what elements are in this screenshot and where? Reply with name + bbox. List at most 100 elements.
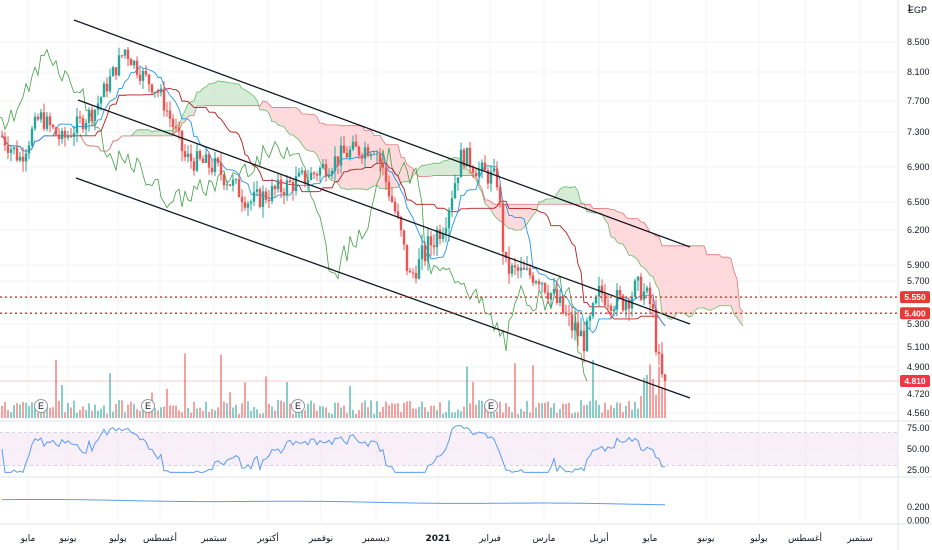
cloud-slice: [698, 245, 701, 309]
cloud-slice: [245, 89, 248, 106]
candle-body: [234, 179, 238, 181]
time-tick-10: مارس: [533, 534, 556, 544]
candle-body: [117, 55, 121, 76]
price-tick-0: 8.500: [907, 37, 930, 47]
candle-body: [390, 196, 394, 202]
volume-bar: [184, 353, 186, 418]
volume-bar: [115, 403, 117, 418]
candle-body: [489, 171, 493, 184]
candle-body: [33, 116, 37, 129]
volume-bar: [526, 401, 528, 418]
time-tick-1: يونيو: [58, 534, 77, 544]
candle-body: [432, 245, 436, 248]
volume-bar: [493, 412, 495, 418]
volume-bar: [652, 378, 654, 418]
volume-bar: [145, 409, 147, 418]
time-tick-4: سبتمبر: [200, 534, 227, 544]
cloud-slice: [236, 84, 239, 106]
earnings-label-3: E: [488, 401, 494, 411]
leading-span-b: [79, 100, 744, 313]
volume-bars: [1, 353, 666, 418]
candle-body: [183, 151, 187, 158]
time-axis[interactable]: مايو يونيو يوليو أغسطس سبتمبر أكتوبر نوفمبر ديس…: [20, 532, 873, 544]
volume-bar: [382, 406, 384, 418]
time-tick-12: مايو: [642, 534, 658, 544]
cloud-slice: [686, 245, 689, 318]
candle-body: [90, 109, 94, 122]
time-tick-2: يوليو: [108, 534, 127, 544]
volume-bar: [271, 406, 273, 418]
candle-body: [618, 290, 622, 296]
candle-body: [15, 147, 19, 161]
cloud-slice: [266, 101, 269, 114]
volume-bar: [37, 412, 39, 418]
candle-body: [660, 353, 664, 375]
volume-bar: [1, 405, 3, 418]
cloud-slice: [539, 201, 542, 205]
volume-bar: [514, 363, 516, 418]
volume-bar: [412, 408, 414, 418]
volume-bar: [571, 413, 573, 418]
cloud-slice: [392, 144, 395, 188]
volume-bar: [664, 387, 666, 418]
volume-bar: [604, 402, 606, 418]
earnings-marker-3: [484, 399, 498, 413]
volume-bar: [565, 403, 567, 418]
candle-body: [657, 352, 661, 354]
volume-bar: [397, 403, 399, 418]
volume-bar: [193, 401, 195, 418]
cloud-slice: [134, 129, 137, 136]
candle-body: [333, 156, 337, 172]
candle-body: [486, 170, 490, 184]
candle-body: [447, 210, 451, 229]
cloud-slice: [617, 211, 620, 244]
candle-body: [519, 267, 523, 271]
volume-bar: [361, 402, 363, 418]
candle-body: [63, 130, 67, 138]
candle-body: [255, 189, 259, 192]
cloud-slice: [629, 218, 632, 256]
volume-bar: [61, 385, 63, 418]
candle-body: [621, 295, 625, 311]
candle-body: [414, 273, 418, 279]
volume-bar: [655, 394, 657, 418]
candle-body: [336, 156, 340, 166]
cloud-slice: [707, 254, 710, 311]
volume-bar: [352, 409, 354, 418]
volume-bar: [535, 407, 537, 418]
candle-body: [528, 268, 532, 276]
cloud-slice: [242, 88, 245, 106]
volume-bar: [157, 410, 159, 418]
cloud-slice: [305, 113, 308, 151]
volume-bar: [601, 412, 603, 418]
price-axis[interactable]: 1 8.500 8.100 7.700 7.300 6.900 6.500 6.200 5.90…: [907, 3, 930, 418]
volume-bar: [523, 411, 525, 418]
candle-body: [480, 162, 484, 170]
volume-bar: [229, 392, 231, 418]
level-tag-0: [900, 291, 930, 304]
candle-body: [57, 134, 61, 140]
price-tick-10: 5.100: [907, 342, 930, 352]
candle-body: [444, 228, 448, 234]
volume-bar: [112, 411, 114, 418]
candle-body: [498, 187, 502, 204]
time-tick-14: يوليو: [749, 534, 768, 544]
volume-bar: [259, 413, 261, 418]
candle-body: [462, 149, 466, 167]
volume-bar: [403, 402, 405, 418]
candle-body: [369, 154, 373, 157]
volume-bar: [109, 373, 111, 418]
rsi-tick-1: 50.00: [907, 444, 930, 454]
candle-body: [570, 314, 574, 331]
last-price-label: 4.810: [904, 376, 926, 386]
cloud-slice: [182, 110, 185, 124]
candle-body: [540, 283, 544, 285]
rsi-line: [1, 425, 666, 473]
cloud-slice: [608, 208, 611, 238]
cloud-slice: [551, 198, 554, 205]
candle-body: [51, 125, 55, 128]
volume-bar: [562, 403, 564, 418]
candle-body: [150, 84, 154, 93]
cloud-slice: [644, 222, 647, 272]
